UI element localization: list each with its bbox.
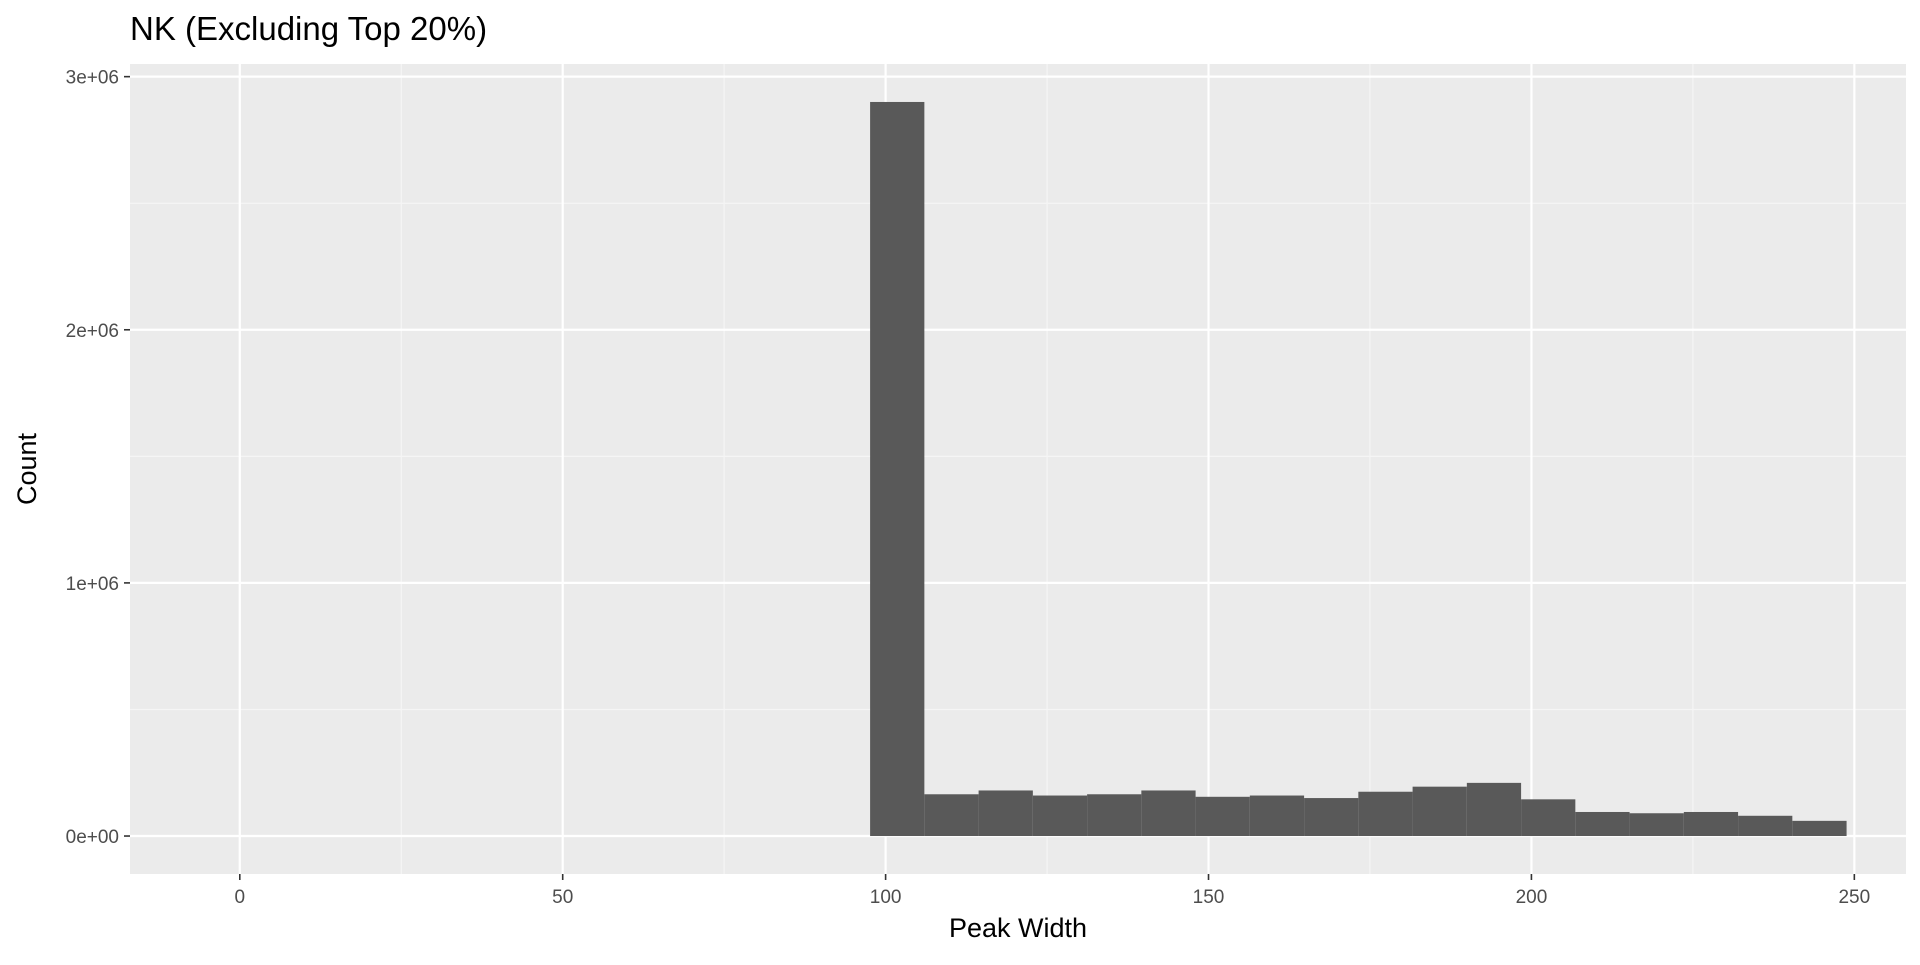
histogram-bar	[1141, 790, 1196, 837]
histogram-bar	[924, 794, 979, 837]
histogram-bar	[1304, 798, 1359, 837]
histogram-bar	[1738, 815, 1793, 837]
y-tick-label: 1e+06	[66, 574, 119, 595]
y-tick-label: 2e+06	[66, 321, 119, 342]
y-axis: 0e+00 1e+06 2e+06 3e+06	[66, 68, 130, 848]
x-tick-label: 200	[1516, 887, 1548, 908]
histogram-bar	[1575, 811, 1630, 837]
chart-title: NK (Excluding Top 20%)	[130, 10, 487, 47]
plot-panel	[130, 64, 1906, 874]
x-tick-label: 250	[1838, 887, 1870, 908]
y-tick-label: 3e+06	[66, 68, 119, 89]
histogram-bar	[978, 790, 1033, 837]
x-tick-label: 150	[1193, 887, 1225, 908]
histogram-bar	[1792, 820, 1847, 837]
x-tick-label: 50	[552, 887, 573, 908]
histogram-bar	[1249, 795, 1305, 837]
y-tick-label: 0e+00	[66, 827, 119, 848]
x-axis: 0 50 100 150 200 250	[235, 874, 1870, 908]
histogram-bar	[1032, 795, 1088, 837]
y-axis-title: Count	[12, 432, 42, 505]
histogram-bar	[1466, 782, 1522, 837]
x-tick-label: 0	[235, 887, 246, 908]
histogram-bar	[1087, 794, 1142, 837]
histogram-bar	[1521, 799, 1576, 837]
x-tick-label: 100	[870, 887, 902, 908]
histogram-bar	[1629, 813, 1684, 837]
histogram-bar	[1358, 791, 1413, 837]
grid-minor	[130, 64, 1906, 874]
histogram-bars	[870, 101, 1847, 837]
x-axis-title: Peak Width	[949, 913, 1087, 943]
histogram-bar	[1683, 811, 1739, 837]
histogram-bar	[870, 101, 925, 837]
histogram-bar	[1195, 796, 1250, 837]
histogram-bar	[1412, 786, 1467, 837]
